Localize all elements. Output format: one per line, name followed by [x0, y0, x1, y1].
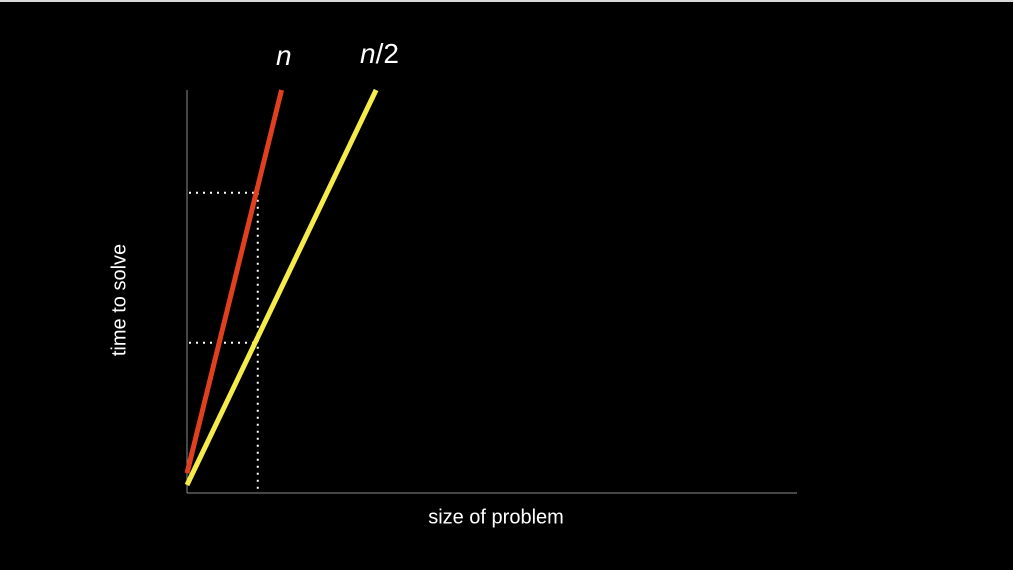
series-label-n-text: n: [276, 40, 292, 71]
series-line-n: [184, 89, 284, 474]
series-label-n-half: n/2: [360, 38, 399, 70]
axes: [186, 90, 797, 494]
y-axis-label: time to solve: [108, 243, 131, 357]
top-border: [0, 0, 1013, 2]
series-line-n-half: [184, 88, 379, 487]
series-label-n: n: [276, 40, 292, 72]
series-lines: [184, 88, 379, 487]
series-label-n-half-suffix: /2: [375, 38, 399, 69]
series-label-n-half-var: n: [360, 38, 376, 69]
x-axis-label: size of problem: [428, 506, 564, 529]
